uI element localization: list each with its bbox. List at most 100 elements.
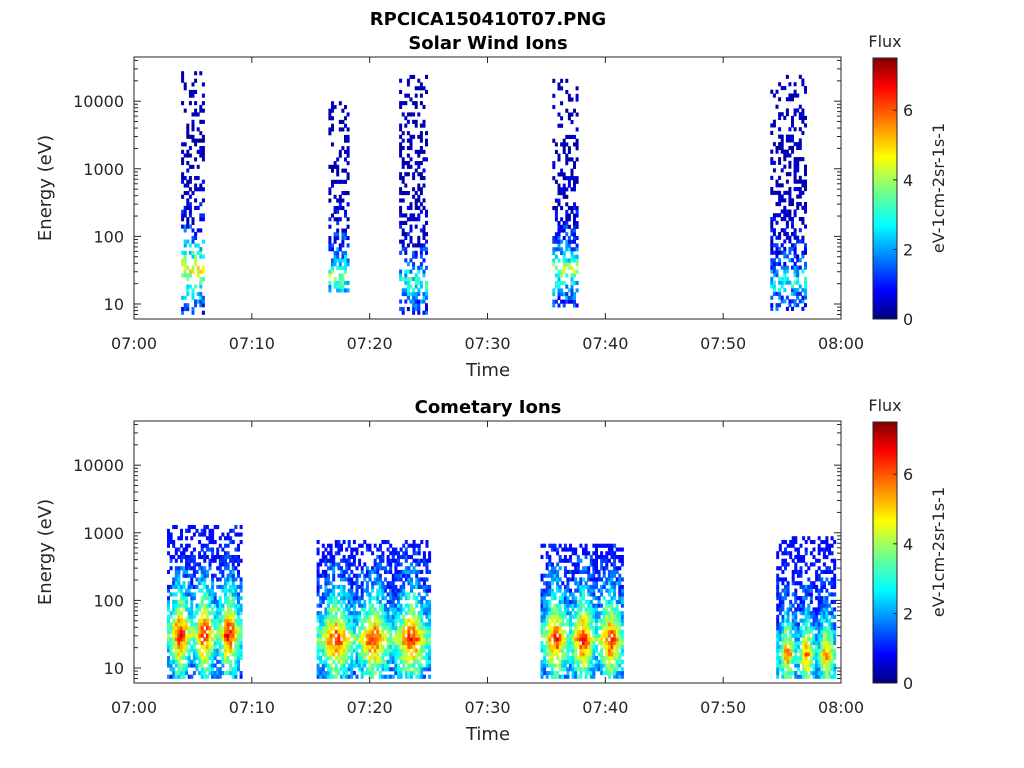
spectrogram-cell xyxy=(185,633,189,638)
spectrogram-cell xyxy=(229,644,233,649)
spectrogram-cell xyxy=(211,674,215,679)
spectrogram-cell xyxy=(772,280,776,285)
spectrogram-cell xyxy=(428,659,432,664)
spectrogram-cell xyxy=(828,566,831,571)
spectrogram-cell xyxy=(239,618,243,623)
spectrogram-cell xyxy=(234,607,238,612)
spectrogram-cell xyxy=(180,558,183,563)
spectrogram-cell xyxy=(545,629,549,634)
spectrogram-cell xyxy=(597,633,601,638)
spectrogram-cell xyxy=(386,562,390,567)
spectrogram-cell xyxy=(331,262,334,267)
spectrogram-cell xyxy=(584,551,588,556)
spectrogram-cell xyxy=(595,614,598,619)
spectrogram-cell xyxy=(350,663,354,668)
spectrogram-cell xyxy=(570,168,574,173)
spectrogram-cell xyxy=(422,295,426,300)
spectrogram-cell xyxy=(224,671,227,676)
spectrogram-cell xyxy=(425,562,429,567)
spectrogram-cell xyxy=(540,577,544,582)
spectrogram-cell xyxy=(600,641,604,646)
spectrogram-cell xyxy=(785,172,789,177)
spectrogram-cell xyxy=(402,573,406,578)
spectrogram-cell xyxy=(187,663,191,668)
spectrogram-cell xyxy=(567,157,571,162)
spectrogram-cell xyxy=(200,644,204,649)
spectrogram-cell xyxy=(569,577,572,582)
spectrogram-cell xyxy=(399,588,403,593)
spectrogram-cell xyxy=(804,644,808,649)
spectrogram-cell xyxy=(781,663,785,668)
spectrogram-cell xyxy=(399,611,403,616)
spectrogram-cell xyxy=(794,641,798,646)
spectrogram-cell xyxy=(324,659,328,664)
spectrogram-cell xyxy=(554,206,558,211)
spectrogram-cell xyxy=(319,618,323,623)
spectrogram-cell xyxy=(796,160,800,165)
spectrogram-cell xyxy=(550,573,554,578)
spectrogram-cell xyxy=(801,217,805,222)
spectrogram-cell xyxy=(368,629,372,634)
spectrogram-cell xyxy=(224,566,227,571)
spectrogram-cell xyxy=(191,295,195,300)
spectrogram-cell xyxy=(776,566,780,571)
spectrogram-cell xyxy=(560,191,564,196)
spectrogram-cell xyxy=(198,629,202,634)
spectrogram-cell xyxy=(417,637,421,642)
spectrogram-cell xyxy=(554,232,558,237)
spectrogram-cell xyxy=(571,652,575,657)
spectrogram-cell xyxy=(391,584,395,589)
spectrogram-cell xyxy=(550,652,554,657)
spectrogram-cell xyxy=(196,243,200,248)
spectrogram-cell xyxy=(613,558,617,563)
spectrogram-cell xyxy=(553,622,557,627)
spectrogram-cell xyxy=(412,611,416,616)
spectrogram-cell xyxy=(406,78,410,83)
spectrogram-cell xyxy=(196,299,200,304)
spectrogram-cell xyxy=(833,667,837,672)
spectrogram-cell xyxy=(389,558,393,563)
spectrogram-cell xyxy=(822,555,826,560)
spectrogram-cell xyxy=(394,644,398,649)
spectrogram-cell xyxy=(582,592,585,597)
spectrogram-cell xyxy=(333,250,337,255)
spectrogram-cell xyxy=(804,641,808,646)
spectrogram-cell xyxy=(425,288,428,293)
spectrogram-cell xyxy=(776,637,780,642)
spectrogram-cell xyxy=(602,644,606,649)
spectrogram-cell xyxy=(602,656,606,661)
spectrogram-cell xyxy=(329,652,333,657)
spectrogram-cell xyxy=(770,246,774,251)
spectrogram-cell xyxy=(592,674,596,679)
spectrogram-cell xyxy=(770,265,774,270)
spectrogram-cell xyxy=(798,194,802,199)
spectrogram-cell xyxy=(378,566,382,571)
spectrogram-cell xyxy=(407,577,411,582)
spectrogram-cell xyxy=(381,551,385,556)
spectrogram-cell xyxy=(587,637,591,642)
spectrogram-cell xyxy=(775,149,779,154)
spectrogram-cell xyxy=(231,584,235,589)
spectrogram-cell xyxy=(820,652,824,657)
spectrogram-cell xyxy=(589,562,593,567)
spectrogram-cell xyxy=(804,179,807,184)
spectrogram-cell xyxy=(397,588,400,593)
spectrogram-cell xyxy=(394,641,398,646)
spectrogram-cell xyxy=(563,603,567,608)
spectrogram-cell xyxy=(592,663,596,668)
spectrogram-cell xyxy=(812,633,816,638)
spectrogram-cell xyxy=(182,629,186,634)
spectrogram-cell xyxy=(571,622,575,627)
spectrogram-cell xyxy=(329,611,333,616)
spectrogram-cell xyxy=(368,659,372,664)
spectrogram-cell xyxy=(576,558,580,563)
spectrogram-cell xyxy=(587,648,591,653)
spectrogram-cell xyxy=(321,596,325,601)
spectrogram-cell xyxy=(567,97,571,102)
spectrogram-cell xyxy=(615,674,619,679)
spectrogram-cell xyxy=(548,573,552,578)
spectrogram-cell xyxy=(358,637,362,642)
spectrogram-cell xyxy=(772,288,776,293)
spectrogram-cell xyxy=(332,603,336,608)
spectrogram-cell xyxy=(373,622,377,627)
